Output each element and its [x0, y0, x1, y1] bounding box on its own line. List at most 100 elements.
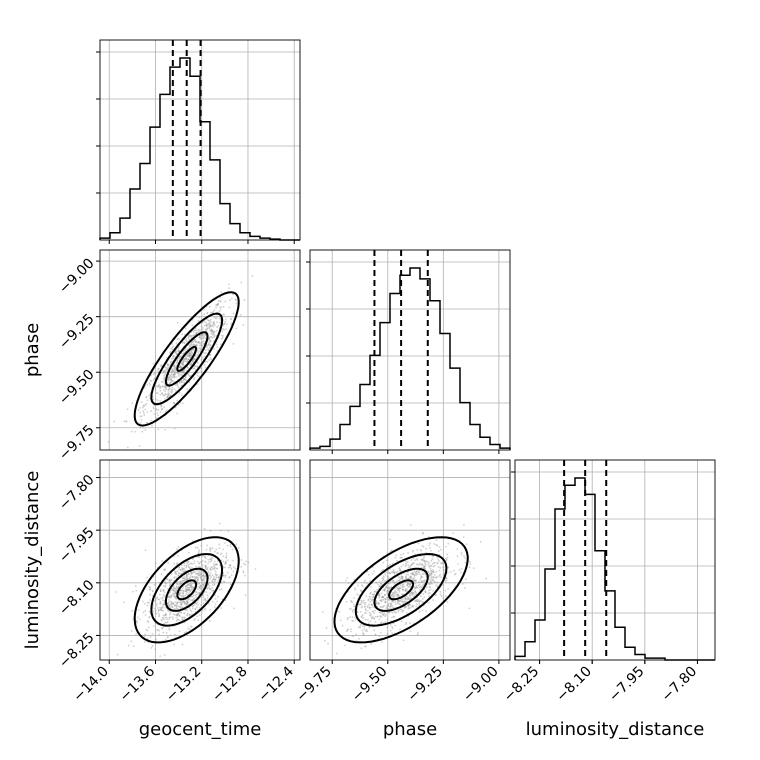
sample-point	[445, 577, 448, 580]
sample-point	[203, 555, 206, 558]
sample-point	[199, 348, 202, 350]
sample-point	[188, 588, 191, 590]
sample-point	[191, 572, 194, 575]
sample-point	[163, 385, 166, 388]
sample-point	[195, 591, 198, 594]
sample-point	[207, 562, 209, 565]
sample-point	[468, 560, 471, 563]
sample-point	[464, 587, 466, 590]
sample-point	[205, 321, 208, 324]
sample-point	[388, 582, 391, 585]
sample-point	[144, 549, 147, 552]
sample-point	[206, 311, 209, 314]
sample-point	[215, 576, 218, 579]
sample-point	[207, 322, 210, 325]
sample-point	[198, 328, 201, 331]
sample-point	[422, 566, 425, 569]
sample-point	[221, 336, 224, 339]
sample-point	[378, 611, 381, 614]
sample-point	[209, 546, 212, 549]
sample-point	[460, 571, 462, 574]
sample-point	[139, 618, 141, 621]
sample-point	[212, 332, 215, 334]
sample-point	[401, 600, 404, 603]
sample-point	[134, 430, 137, 433]
sample-point	[429, 572, 432, 575]
sample-point	[379, 599, 381, 602]
sample-point	[211, 587, 214, 589]
sample-point	[364, 645, 366, 648]
sample-point	[380, 600, 383, 603]
sample-point	[429, 564, 432, 567]
sample-point	[360, 590, 363, 592]
sample-point	[150, 410, 153, 412]
sample-point	[136, 621, 138, 624]
sample-point	[400, 620, 403, 623]
sample-point	[414, 582, 417, 585]
sample-point	[210, 576, 213, 578]
sample-point	[142, 611, 145, 614]
sample-point	[381, 641, 383, 643]
y-tick-label: −9.00	[56, 255, 98, 297]
sample-point	[208, 320, 211, 322]
sample-point	[191, 598, 194, 601]
sample-point	[419, 577, 422, 580]
sample-point	[228, 564, 231, 567]
sample-point	[204, 565, 207, 568]
sample-point	[378, 585, 380, 588]
sample-point	[213, 316, 216, 319]
sample-point	[149, 383, 152, 386]
sample-point	[177, 601, 180, 604]
sample-point	[426, 560, 429, 563]
sample-point	[139, 426, 142, 429]
sample-point	[177, 372, 179, 375]
sample-point	[353, 603, 355, 606]
sample-point	[201, 555, 204, 557]
sample-point	[146, 421, 148, 424]
sample-point	[157, 598, 160, 601]
sample-point	[364, 609, 367, 612]
sample-point	[139, 415, 142, 418]
sample-point	[194, 358, 197, 360]
sample-point	[395, 554, 398, 557]
sample-point	[387, 570, 390, 572]
sample-point	[186, 388, 189, 391]
sample-point	[158, 629, 160, 632]
sample-point	[200, 367, 202, 370]
x-tick-label: −12.4	[255, 663, 297, 705]
sample-point	[378, 602, 380, 605]
sample-point	[411, 591, 414, 594]
sample-point	[461, 582, 464, 585]
sample-point	[202, 340, 205, 343]
sample-point	[371, 598, 374, 601]
sample-point	[168, 595, 170, 598]
sample-point	[381, 613, 384, 616]
sample-point	[175, 616, 178, 619]
sample-point	[175, 548, 178, 551]
sample-point	[190, 585, 193, 587]
y-axis-label-luminosity_distance: luminosity_distance	[22, 471, 43, 650]
sample-point	[397, 588, 399, 590]
sample-point	[174, 389, 177, 392]
sample-point	[346, 577, 349, 579]
sample-point	[219, 306, 222, 309]
sample-point	[416, 600, 418, 602]
sample-point	[232, 570, 235, 573]
sample-point	[158, 385, 161, 388]
sample-point	[380, 600, 382, 602]
sample-point	[179, 592, 181, 594]
sample-point	[173, 364, 176, 367]
sample-point	[206, 568, 209, 571]
sample-point	[192, 343, 195, 346]
sample-point	[175, 597, 178, 599]
sample-point	[422, 567, 425, 570]
sample-point	[172, 373, 175, 376]
sample-point	[156, 606, 159, 609]
sample-point	[158, 367, 160, 370]
sample-point	[413, 593, 416, 596]
sample-point	[435, 539, 438, 542]
sample-point	[163, 406, 166, 409]
sample-point	[211, 331, 214, 334]
sample-point	[357, 626, 360, 629]
sample-point	[157, 368, 160, 371]
